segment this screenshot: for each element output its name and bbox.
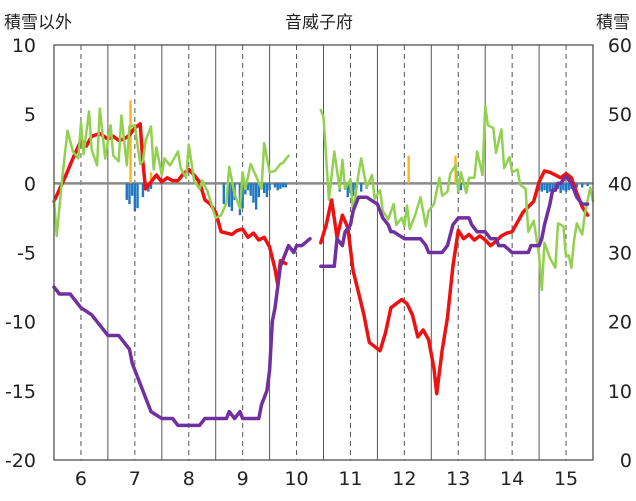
bar-blue <box>586 183 588 186</box>
left-tick-label: -20 <box>5 450 36 472</box>
bar-blue <box>266 183 268 197</box>
left-tick-label: -15 <box>5 381 36 403</box>
bar-blue <box>581 183 583 187</box>
bar-blue <box>546 183 548 193</box>
right-tick-label: 0 <box>620 450 632 472</box>
x-tick-label: 14 <box>500 468 524 490</box>
bar-blue <box>263 183 265 193</box>
bar-blue <box>126 183 128 200</box>
x-tick-label: 15 <box>554 468 578 490</box>
bar-blue <box>255 183 257 209</box>
x-tick-label: 10 <box>284 468 308 490</box>
bar-blue <box>279 183 281 189</box>
x-tick-label: 7 <box>129 468 141 490</box>
bar-orange <box>407 156 409 184</box>
x-tick-label: 8 <box>183 468 195 490</box>
bar-blue <box>223 183 225 204</box>
x-tick-label: 9 <box>237 468 249 490</box>
left-tick-label: 0 <box>24 173 36 195</box>
left-tick-label: -10 <box>5 312 36 334</box>
x-tick-label: 6 <box>75 468 87 490</box>
bar-blue <box>565 183 567 191</box>
bar-blue <box>285 183 287 187</box>
right-tick-label: 40 <box>608 173 632 195</box>
x-tick-label: 12 <box>392 468 416 490</box>
bar-blue <box>541 183 543 191</box>
right-tick-label: 50 <box>608 104 632 126</box>
bar-blue <box>562 183 564 190</box>
left-tick-label: -5 <box>17 243 36 265</box>
right-tick-label: 30 <box>608 243 632 265</box>
bar-blue <box>250 183 252 195</box>
line-red <box>54 124 286 284</box>
bar-blue <box>549 183 551 191</box>
left-axis-label: 積雪以外 <box>4 13 72 33</box>
bar-blue <box>276 183 278 190</box>
right-tick-label: 10 <box>608 381 632 403</box>
x-tick-label: 11 <box>338 468 362 490</box>
line-red <box>321 171 588 394</box>
bar-blue <box>360 183 362 191</box>
bar-blue <box>131 183 133 195</box>
bar-blue <box>543 183 545 190</box>
bar-blue <box>136 183 138 208</box>
bar-blue <box>252 183 254 202</box>
right-tick-label: 60 <box>608 35 632 57</box>
bar-blue <box>268 183 270 190</box>
bar-blue <box>274 183 276 187</box>
bar-blue <box>282 183 284 187</box>
bar-blue <box>128 183 130 204</box>
left-tick-label: 10 <box>12 35 36 57</box>
x-tick-label: 13 <box>446 468 470 490</box>
bar-blue <box>134 183 136 211</box>
chart-title: 音威子府 <box>285 13 353 33</box>
bar-orange <box>129 100 131 183</box>
right-tick-label: 20 <box>608 312 632 334</box>
line-green <box>54 109 289 236</box>
bar-blue <box>568 183 570 190</box>
right-axis-label: 積雪 <box>596 13 630 33</box>
line-purple <box>54 239 310 426</box>
left-tick-label: 5 <box>24 104 36 126</box>
